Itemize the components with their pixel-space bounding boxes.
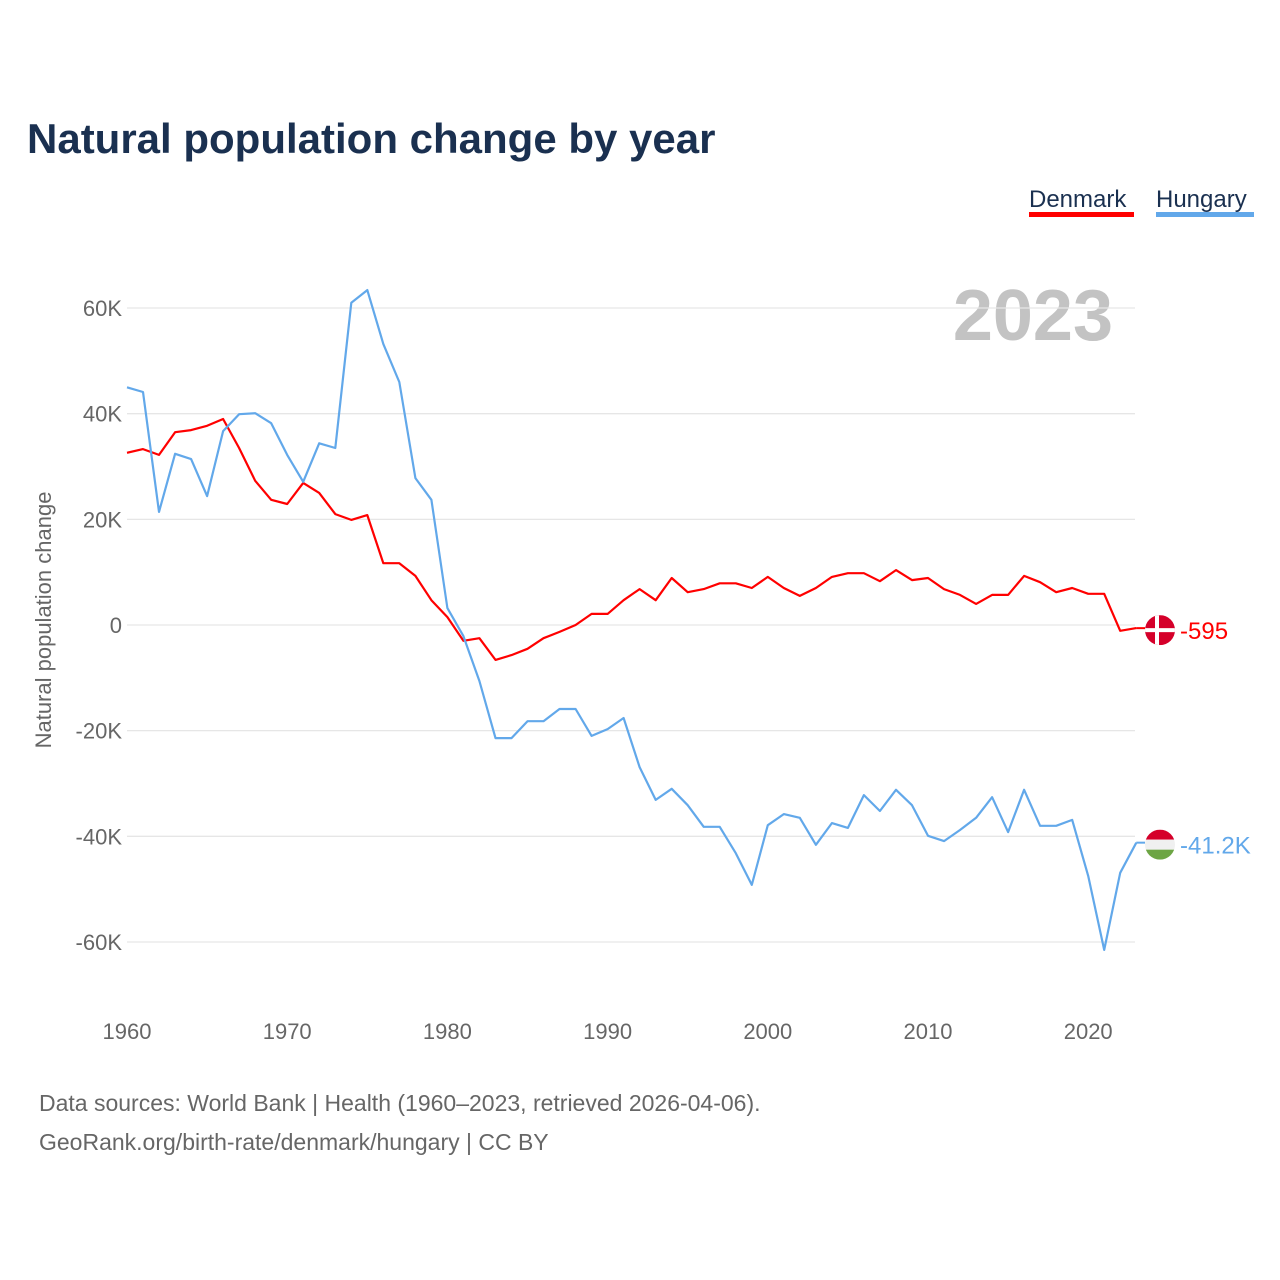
legend-swatch-denmark xyxy=(1029,212,1134,217)
end-value-label-denmark: -595 xyxy=(1180,618,1228,645)
chart-title: Natural population change by year xyxy=(27,115,715,162)
flag-red xyxy=(1145,829,1175,840)
y-tick-label: 60K xyxy=(83,296,122,321)
legend-swatch-hungary xyxy=(1156,212,1254,217)
series-lines xyxy=(126,289,1138,952)
legend-item-hungary: Hungary xyxy=(1156,186,1247,213)
y-tick-label: -60K xyxy=(76,930,123,955)
flag-body xyxy=(1145,829,1175,860)
x-tick-label: 1960 xyxy=(103,1019,152,1044)
x-axis-ticks: 1960 1970 1980 1990 2000 2010 2020 xyxy=(103,1019,1113,1044)
hungary-flag-icon xyxy=(1145,829,1175,860)
y-tick-label: 20K xyxy=(83,507,122,532)
y-axis-ticks: 60K 40K 20K 0 -20K -40K -60K xyxy=(76,296,123,955)
y-tick-label: 0 xyxy=(110,613,122,638)
x-tick-label: 1990 xyxy=(583,1019,632,1044)
end-value-label-hungary: -41.2K xyxy=(1180,833,1251,860)
flag-green xyxy=(1145,849,1175,860)
y-tick-label: -20K xyxy=(76,719,123,744)
x-tick-label: 2010 xyxy=(904,1019,953,1044)
legend: Denmark Hungary xyxy=(1029,186,1254,217)
x-tick-label: 2020 xyxy=(1064,1019,1113,1044)
y-tick-label: -40K xyxy=(76,824,123,849)
x-tick-label: 2000 xyxy=(743,1019,792,1044)
x-tick-label: 1970 xyxy=(263,1019,312,1044)
year-label: 2023 xyxy=(953,276,1113,356)
x-tick-label: 1980 xyxy=(423,1019,472,1044)
end-markers: -595 -41.2K xyxy=(1136,615,1251,860)
flag-body xyxy=(1145,615,1175,646)
flag-cross-v xyxy=(1155,615,1159,646)
footer-link[interactable]: GeoRank.org/birth-rate/denmark/hungary |… xyxy=(39,1129,549,1155)
flag-cross-h xyxy=(1145,628,1175,633)
y-axis-label: Natural population change xyxy=(31,492,56,749)
series-line-hungary xyxy=(126,289,1138,952)
footer-sources: Data sources: World Bank | Health (1960–… xyxy=(39,1090,761,1116)
legend-item-denmark: Denmark xyxy=(1029,186,1127,213)
y-tick-label: 40K xyxy=(83,402,122,427)
denmark-flag-icon xyxy=(1145,615,1175,646)
series-line-denmark xyxy=(126,417,1137,662)
gridlines xyxy=(127,307,1135,943)
flag-white xyxy=(1145,839,1175,850)
